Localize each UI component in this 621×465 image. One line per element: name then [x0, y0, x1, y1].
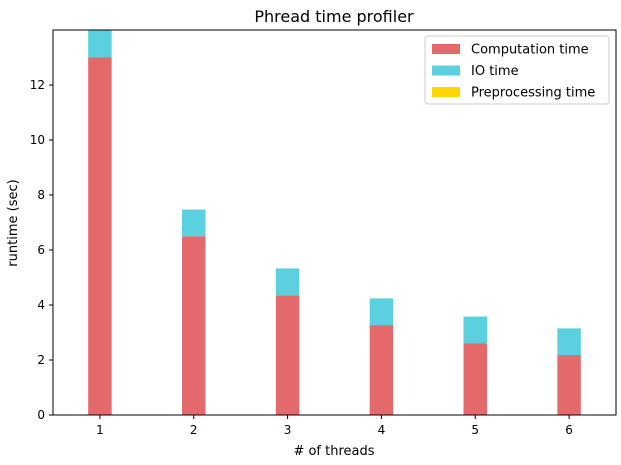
legend-items: Computation time IO time Preprocessing tim…	[432, 43, 595, 101]
bar-io-time-5	[463, 316, 487, 344]
x-tick-label: 6	[565, 423, 573, 437]
bar-io-time-2	[182, 209, 206, 237]
y-tick-label: 10	[30, 133, 45, 147]
x-axis-title: # of threads	[293, 444, 374, 459]
bar-computation-time-6	[557, 355, 581, 415]
x-tick-label: 5	[471, 423, 479, 437]
x-tick-label: 2	[190, 423, 198, 437]
legend-swatch	[432, 65, 460, 76]
bar-computation-time-4	[369, 325, 394, 415]
x-axis: 1 2 3 4 5 6	[96, 415, 573, 437]
chart-title: Phread time profiler	[254, 7, 414, 26]
y-axis-title: runtime (sec)	[6, 179, 21, 266]
y-tick-label: 2	[37, 353, 45, 367]
plot-frame	[52, 29, 617, 416]
legend: Computation time IO time Preprocessing tim…	[424, 35, 610, 105]
bar-computation-time-5	[463, 343, 487, 415]
x-tick-label: 1	[96, 423, 104, 437]
legend-box	[424, 35, 610, 105]
legend-swatch	[432, 44, 460, 54]
bar-computation-time-3	[275, 295, 300, 415]
bar-io-time-3	[275, 268, 300, 296]
legend-label: IO time	[471, 64, 519, 79]
bars-group	[88, 30, 581, 415]
bar-io-time-4	[369, 298, 394, 326]
legend-label: Preprocessing time	[471, 86, 595, 101]
bar-computation-time-1	[88, 57, 112, 415]
y-tick-label: 4	[37, 298, 45, 312]
legend-label: Computation time	[471, 43, 589, 58]
x-tick-label: 3	[284, 423, 292, 437]
y-tick-label: 6	[37, 243, 45, 257]
bar-io-time-6	[557, 328, 581, 356]
bar-computation-time-2	[182, 236, 206, 415]
legend-swatch	[432, 87, 460, 97]
x-tick-label: 4	[378, 423, 386, 437]
y-tick-label: 8	[37, 188, 45, 202]
y-tick-label: 12	[30, 78, 45, 92]
bar-io-time-1	[88, 30, 112, 58]
y-tick-label: 0	[37, 408, 45, 422]
y-axis: 0 2 4 6 8 10 12	[30, 78, 53, 422]
